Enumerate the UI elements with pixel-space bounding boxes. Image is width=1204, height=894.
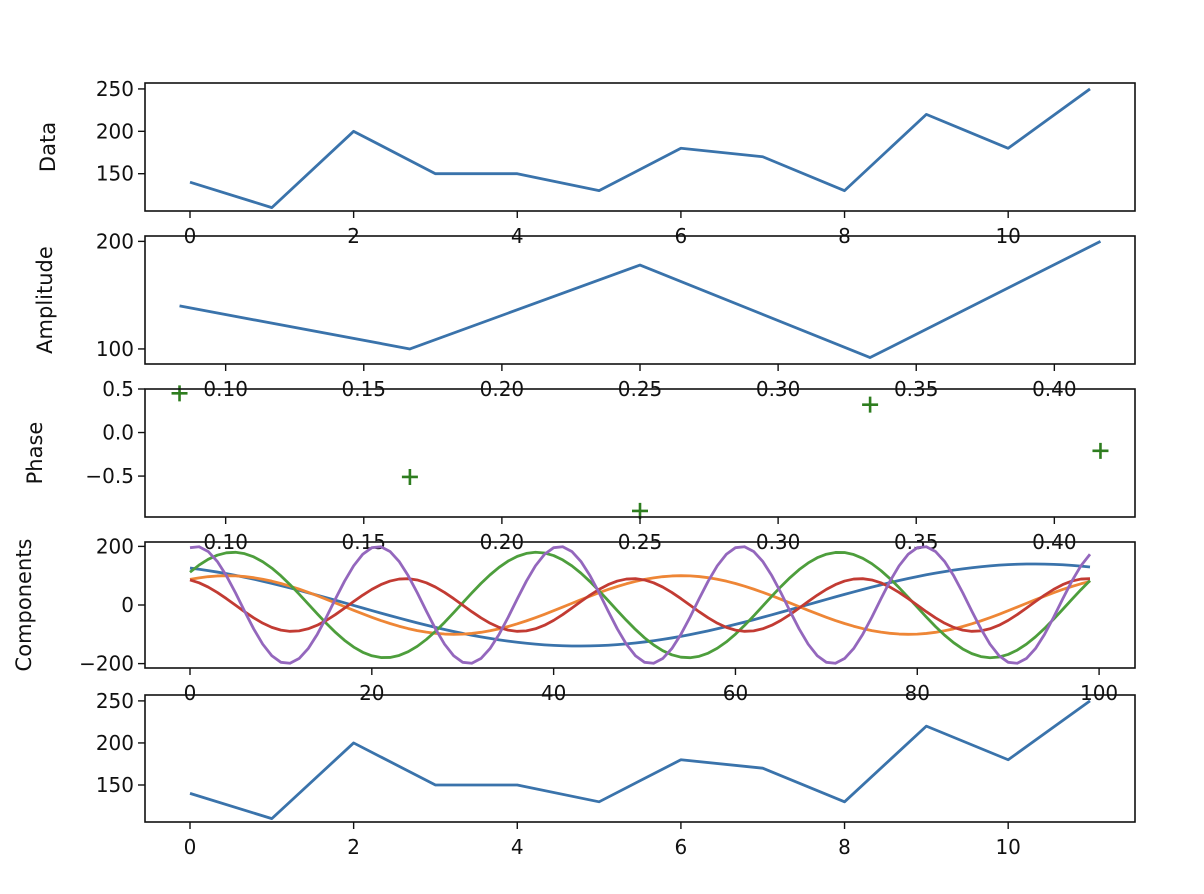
scatter-point [862, 396, 879, 413]
x-tick-label: 80 [905, 681, 930, 705]
series-line-5 [189, 545, 1092, 665]
axes-frame [144, 388, 1136, 518]
y-axis-label: Components [12, 539, 36, 672]
x-tick-label: 2 [347, 835, 360, 859]
scatter-point [171, 385, 188, 402]
axes-frame [144, 694, 1136, 823]
y-axis-label: Data [36, 122, 60, 172]
series-line-1 [189, 699, 1091, 821]
series-line-4 [189, 577, 1091, 633]
y-tick-label: 150 [96, 162, 134, 186]
y-tick-label: 150 [96, 773, 134, 797]
x-tick-label: 20 [359, 681, 384, 705]
x-tick-label: 0 [184, 835, 197, 859]
y-axis-label: Amplitude [33, 246, 57, 354]
series-line-1 [179, 240, 1102, 359]
y-axis-label: Phase [23, 422, 47, 485]
y-tick-label: 200 [96, 731, 134, 755]
y-tick-label: 200 [96, 534, 134, 558]
y-tick-label: 100 [96, 337, 134, 361]
axes-frame [144, 541, 1136, 669]
y-tick-label: 0.0 [102, 421, 134, 445]
scatter-point [1092, 442, 1109, 459]
y-tick-label: 250 [96, 689, 134, 713]
y-tick-label: 0.5 [102, 377, 134, 401]
subplot-2: 0.10 0.15 0.20 0.25 0.30 0.35 0.40100200Amplit… [33, 229, 1136, 401]
y-tick-label: 250 [96, 77, 134, 101]
x-tick-label: 8 [838, 835, 851, 859]
subplot-4: 0 20 40 60 80 100 −200 0 200 Components [12, 534, 1136, 705]
x-tick-label: 40 [541, 681, 566, 705]
x-tick-label: 10 [995, 835, 1020, 859]
scatter-point [401, 468, 418, 485]
x-tick-label: 100 [1080, 681, 1118, 705]
y-tick-label: 200 [96, 229, 134, 253]
subplot-3: 0.10 0.15 0.20 0.25 0.30 0.35 0.40−0.50.00.5Ph… [23, 377, 1136, 554]
y-tick-label: 0 [121, 593, 134, 617]
x-tick-label: 0 [184, 681, 197, 705]
series-line-2 [189, 574, 1091, 636]
x-tick-label: 4 [511, 835, 524, 859]
x-tick-label: 6 [675, 835, 688, 859]
series-line-1 [189, 562, 1091, 648]
axes-frame [144, 82, 1136, 212]
series-line-3 [189, 550, 1091, 660]
y-tick-label: −200 [79, 652, 134, 676]
y-tick-label: 200 [96, 119, 134, 143]
y-tick-label: −0.5 [85, 464, 134, 488]
x-tick-label: 60 [723, 681, 748, 705]
subplot-5: 0 2 4 6 8 10 150 200 250 [96, 689, 1136, 859]
series-line-1 [189, 87, 1091, 210]
